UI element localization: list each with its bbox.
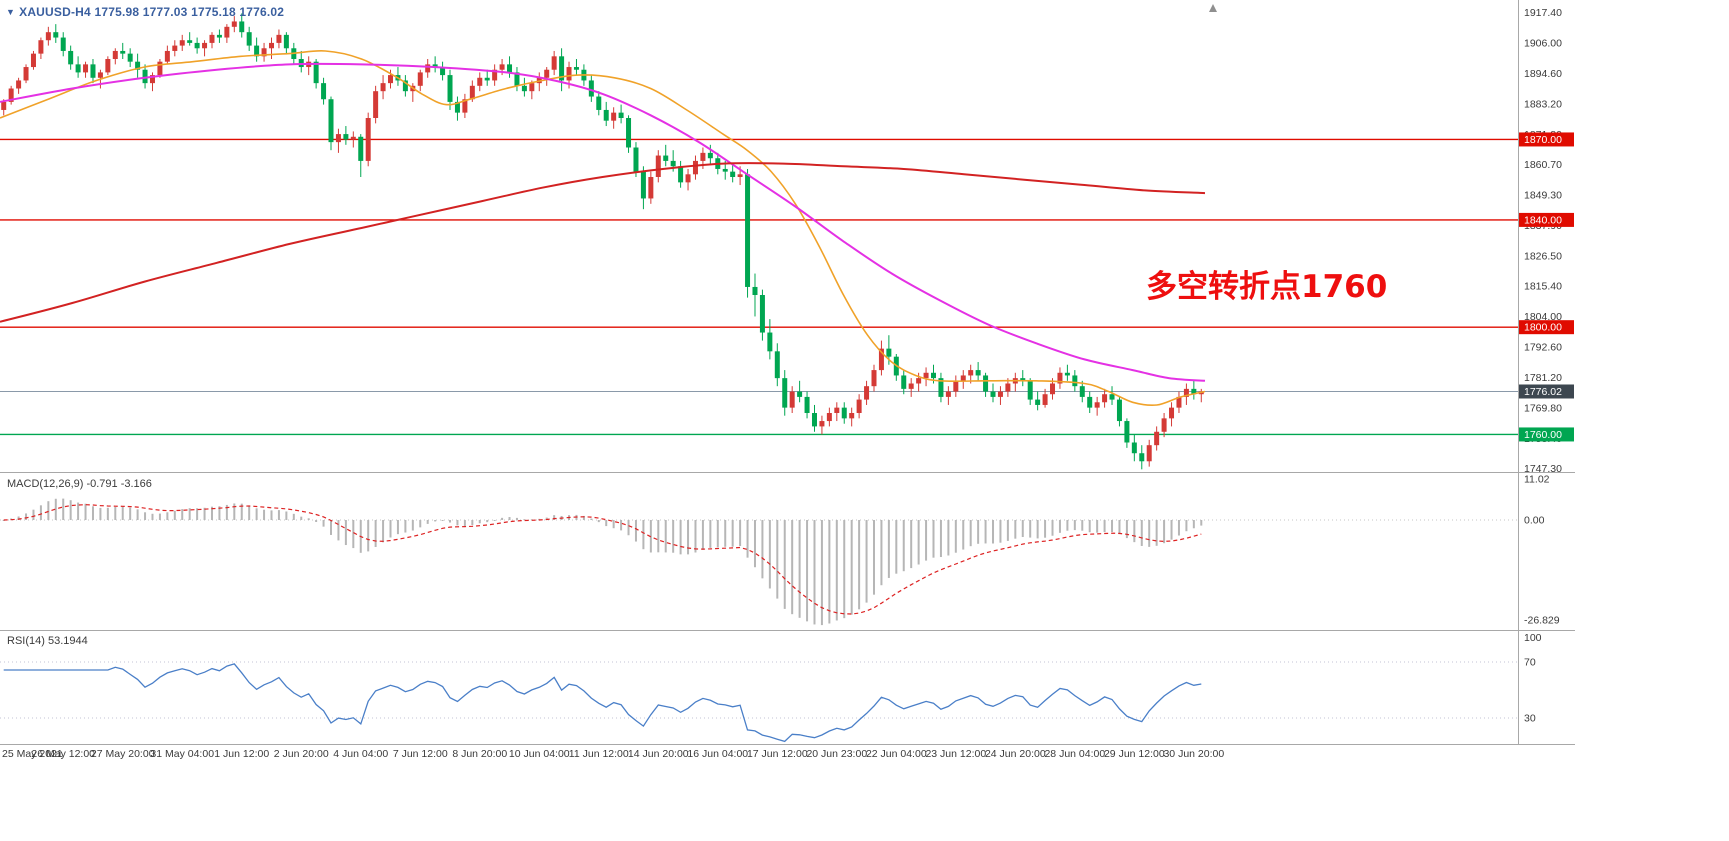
svg-text:1815.40: 1815.40 bbox=[1524, 280, 1562, 292]
ma-medium-line bbox=[0, 62, 1206, 382]
svg-text:4 Jun 04:00: 4 Jun 04:00 bbox=[333, 748, 388, 760]
svg-text:1917.40: 1917.40 bbox=[1524, 7, 1562, 19]
svg-text:1894.60: 1894.60 bbox=[1524, 68, 1562, 80]
price-levels-layer[interactable] bbox=[0, 138, 1518, 436]
panel-separators bbox=[0, 0, 1575, 745]
rsi-line bbox=[3, 663, 1202, 743]
svg-text:1849.30: 1849.30 bbox=[1524, 189, 1562, 201]
ma-slow-line bbox=[0, 162, 1206, 323]
svg-text:10 Jun 04:00: 10 Jun 04:00 bbox=[509, 748, 570, 760]
svg-text:31 May 04:00: 31 May 04:00 bbox=[150, 748, 214, 760]
svg-text:11 Jun 12:00: 11 Jun 12:00 bbox=[569, 748, 629, 760]
svg-text:22 Jun 04:00: 22 Jun 04:00 bbox=[866, 748, 927, 760]
svg-text:23 Jun 12:00: 23 Jun 12:00 bbox=[925, 748, 986, 760]
svg-text:29 Jun 12:00: 29 Jun 12:00 bbox=[1104, 748, 1165, 760]
svg-text:8 Jun 20:00: 8 Jun 20:00 bbox=[452, 748, 507, 760]
svg-text:2 Jun 20:00: 2 Jun 20:00 bbox=[274, 748, 329, 760]
rsi-indicator-label: RSI(14) 53.1944 bbox=[7, 635, 88, 647]
svg-text:24 Jun 20:00: 24 Jun 20:00 bbox=[985, 748, 1046, 760]
svg-text:28 Jun 04:00: 28 Jun 04:00 bbox=[1044, 748, 1105, 760]
svg-text:7 Jun 12:00: 7 Jun 12:00 bbox=[393, 748, 448, 760]
level-price-label: 1800.00 bbox=[1524, 322, 1562, 334]
price-scale[interactable]: 1917.401906.001894.601883.201871.801860.… bbox=[1519, 7, 1574, 725]
svg-text:20 Jun 23:00: 20 Jun 23:00 bbox=[806, 748, 867, 760]
ohlc-text: XAUUSD-H4 1775.98 1777.03 1775.18 1776.0… bbox=[19, 5, 285, 19]
svg-text:1804.00: 1804.00 bbox=[1524, 311, 1562, 323]
svg-text:1860.70: 1860.70 bbox=[1524, 159, 1562, 171]
level-price-label: 1760.00 bbox=[1524, 429, 1562, 441]
svg-text:1792.60: 1792.60 bbox=[1524, 342, 1562, 354]
svg-text:26 May 12:00: 26 May 12:00 bbox=[31, 748, 95, 760]
level-price-label: 1870.00 bbox=[1524, 134, 1562, 146]
svg-text:70: 70 bbox=[1524, 657, 1536, 669]
svg-text:1747.30: 1747.30 bbox=[1524, 463, 1562, 475]
chart-shift-marker-icon[interactable] bbox=[1209, 4, 1217, 12]
svg-text:1 Jun 12:00: 1 Jun 12:00 bbox=[214, 748, 269, 760]
svg-text:25 May 2021: 25 May 2021 bbox=[2, 748, 63, 760]
rsi-panel bbox=[0, 661, 1518, 743]
svg-text:100: 100 bbox=[1524, 632, 1542, 644]
svg-text:1906.00: 1906.00 bbox=[1524, 37, 1562, 49]
svg-text:1883.20: 1883.20 bbox=[1524, 99, 1562, 111]
candles-layer bbox=[1, 13, 1204, 470]
macd-panel bbox=[0, 498, 1518, 626]
svg-text:14 Jun 20:00: 14 Jun 20:00 bbox=[628, 748, 689, 760]
svg-text:-26.829: -26.829 bbox=[1524, 614, 1560, 626]
svg-text:1826.50: 1826.50 bbox=[1524, 251, 1562, 263]
svg-text:1781.20: 1781.20 bbox=[1524, 372, 1562, 384]
svg-text:30: 30 bbox=[1524, 713, 1536, 725]
svg-text:30 Jun 20:00: 30 Jun 20:00 bbox=[1163, 748, 1224, 760]
svg-text:27 May 20:00: 27 May 20:00 bbox=[91, 748, 155, 760]
symbol-dropdown-icon[interactable]: ▼ bbox=[6, 7, 16, 17]
svg-text:11.02: 11.02 bbox=[1524, 474, 1550, 486]
macd-signal-line bbox=[3, 504, 1202, 615]
macd-indicator-label: MACD(12,26,9) -0.791 -3.166 bbox=[7, 478, 152, 490]
pivot-annotation[interactable]: 多空转折点1760 bbox=[1146, 269, 1388, 305]
ohlc-readout: ▼ XAUUSD-H4 1775.98 1777.03 1775.18 1776.… bbox=[6, 5, 284, 19]
level-price-label: 1840.00 bbox=[1524, 214, 1562, 226]
current-price-label: 1776.02 bbox=[1524, 386, 1562, 398]
svg-text:1769.80: 1769.80 bbox=[1524, 403, 1562, 415]
svg-text:0.00: 0.00 bbox=[1524, 515, 1545, 527]
ma-fast-line bbox=[0, 50, 1206, 407]
svg-text:17 Jun 12:00: 17 Jun 12:00 bbox=[747, 748, 808, 760]
svg-text:16 Jun 04:00: 16 Jun 04:00 bbox=[687, 748, 748, 760]
